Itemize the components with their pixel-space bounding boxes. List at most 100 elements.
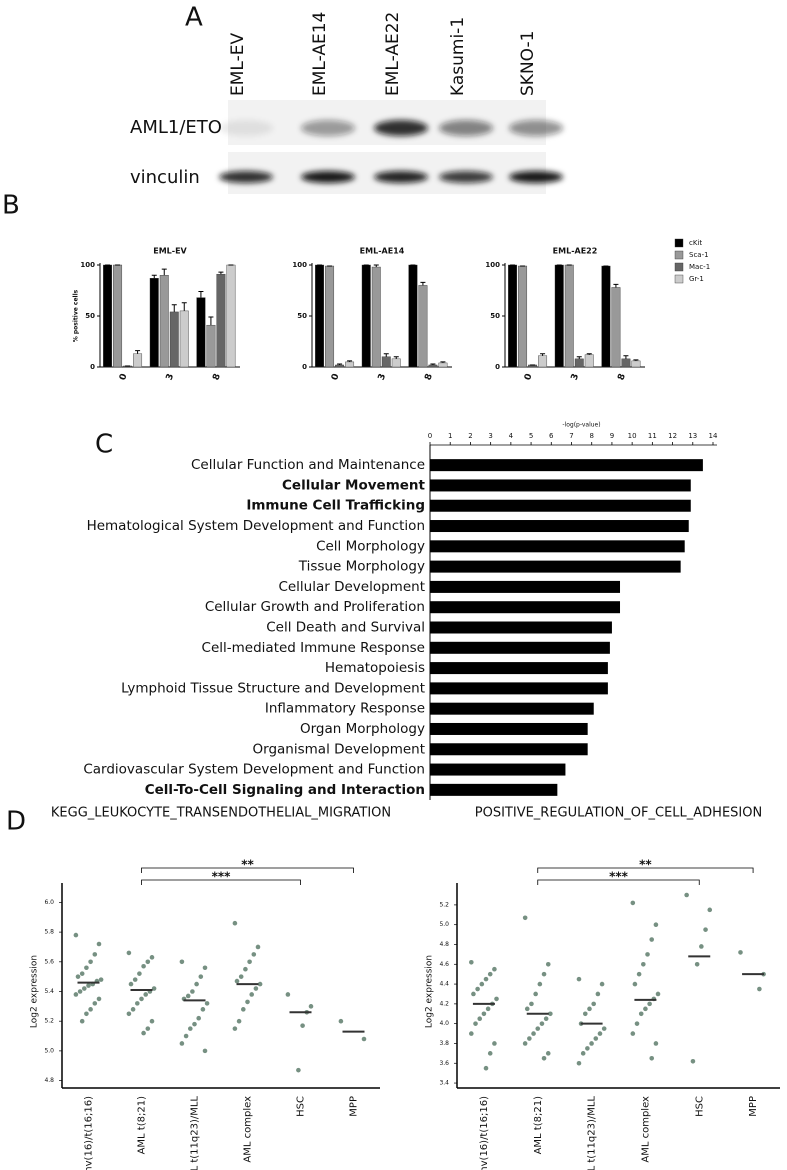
data-point: [529, 1001, 534, 1007]
category-label: Hematopoiesis: [325, 660, 425, 676]
bar: [430, 641, 610, 654]
category-label: Organ Morphology: [300, 721, 425, 737]
data-point: [361, 1036, 367, 1042]
data-point: [545, 961, 551, 967]
data-point: [88, 959, 93, 965]
legend-label: cKit: [689, 239, 702, 247]
y-tick-label: 4.8: [439, 941, 449, 948]
blot-band: [301, 120, 355, 136]
error-bar: [347, 360, 353, 362]
category-label: Lymphoid Tissue Structure and Developmen…: [121, 680, 425, 696]
error-bar: [420, 281, 426, 286]
lane-label: EML-AE14: [310, 12, 330, 96]
legend-label: Gr-1: [689, 275, 704, 283]
bar: [206, 324, 216, 368]
data-point: [126, 950, 132, 956]
data-point: [585, 1046, 590, 1051]
y-tick-label: 3.4: [439, 1080, 449, 1087]
data-point: [75, 974, 81, 979]
data-point: [531, 1031, 536, 1036]
error-bar: [373, 264, 379, 268]
data-point: [128, 981, 134, 987]
x-tick-label: HSC: [296, 1096, 307, 1117]
y-axis-label: Log2 expression: [425, 955, 435, 1028]
bar: [381, 356, 391, 368]
lane-label: Kasumi-1: [448, 17, 468, 96]
y-tick-label: 6.0: [44, 899, 54, 906]
data-point: [92, 1001, 98, 1006]
data-point: [86, 983, 91, 988]
data-point: [643, 1006, 648, 1012]
data-point: [251, 952, 257, 957]
data-point: [198, 974, 204, 979]
data-point: [655, 991, 661, 997]
data-point: [285, 992, 291, 997]
x-tick-label: 10: [628, 432, 637, 440]
x-tick-label: 8: [211, 373, 223, 382]
error-bar: [383, 353, 389, 357]
bar: [438, 362, 448, 368]
data-point: [145, 959, 151, 965]
x-tick-label: 14: [709, 432, 718, 440]
data-point: [703, 927, 708, 932]
x-tick-label: 1: [448, 432, 452, 440]
data-point: [636, 971, 642, 977]
blot-band: [439, 120, 493, 136]
significance-bracket: [141, 867, 354, 873]
error-bar: [171, 304, 177, 312]
significance-label: **: [639, 858, 652, 872]
data-point: [179, 1041, 185, 1046]
data-point: [232, 1026, 238, 1031]
data-point: [597, 1031, 603, 1036]
data-point: [535, 1026, 541, 1031]
blot-row-label: vinculin: [130, 167, 200, 188]
bar: [430, 763, 566, 776]
bar: [574, 358, 584, 368]
legend-label: Sca-1: [689, 251, 709, 259]
x-tick-label: 12: [668, 432, 677, 440]
data-point: [738, 950, 743, 955]
x-tick-label: 5: [529, 432, 533, 440]
category-label: Cardiovascular System Development and Fu…: [83, 762, 425, 778]
data-point: [73, 992, 79, 997]
y-axis-label: % positive cells: [73, 289, 80, 342]
y-tick-label: 0: [90, 363, 95, 371]
category-label: Cell Death and Survival: [266, 620, 425, 636]
data-point: [139, 996, 144, 1002]
y-tick-label: 5.8: [44, 929, 54, 936]
data-point: [684, 892, 689, 898]
bar: [216, 273, 226, 368]
error-bar: [208, 316, 214, 326]
data-point: [236, 1018, 242, 1024]
data-point: [84, 965, 89, 971]
error-bar: [337, 363, 343, 365]
blot-band: [374, 171, 428, 183]
data-point: [179, 959, 185, 965]
data-point: [82, 986, 87, 991]
category-label: Inflammatory Response: [265, 701, 425, 717]
bar: [226, 264, 236, 368]
bar: [169, 311, 179, 368]
x-tick-label: 3: [165, 373, 177, 382]
data-point: [196, 1015, 201, 1021]
y-tick-label: 4.2: [439, 1000, 449, 1007]
data-point: [149, 955, 155, 960]
y-tick-label: 4.4: [439, 981, 449, 988]
y-axis-label: Log2 expression: [30, 955, 40, 1028]
bar: [430, 601, 621, 614]
data-point: [88, 1007, 93, 1012]
x-axis-label: -log(p-value): [562, 422, 600, 429]
data-point: [300, 1023, 305, 1028]
data-point: [96, 996, 102, 1002]
x-tick-label: AML complex: [243, 1096, 254, 1163]
bar: [430, 459, 703, 472]
data-point: [471, 991, 476, 997]
data-point: [188, 1026, 193, 1031]
data-point: [469, 1031, 474, 1036]
blot-band: [439, 171, 493, 183]
bar: [149, 278, 159, 368]
legend-swatch: [674, 250, 684, 260]
significance-label: **: [241, 858, 254, 872]
category-label: Organismal Development: [253, 741, 425, 757]
bar: [430, 743, 588, 756]
